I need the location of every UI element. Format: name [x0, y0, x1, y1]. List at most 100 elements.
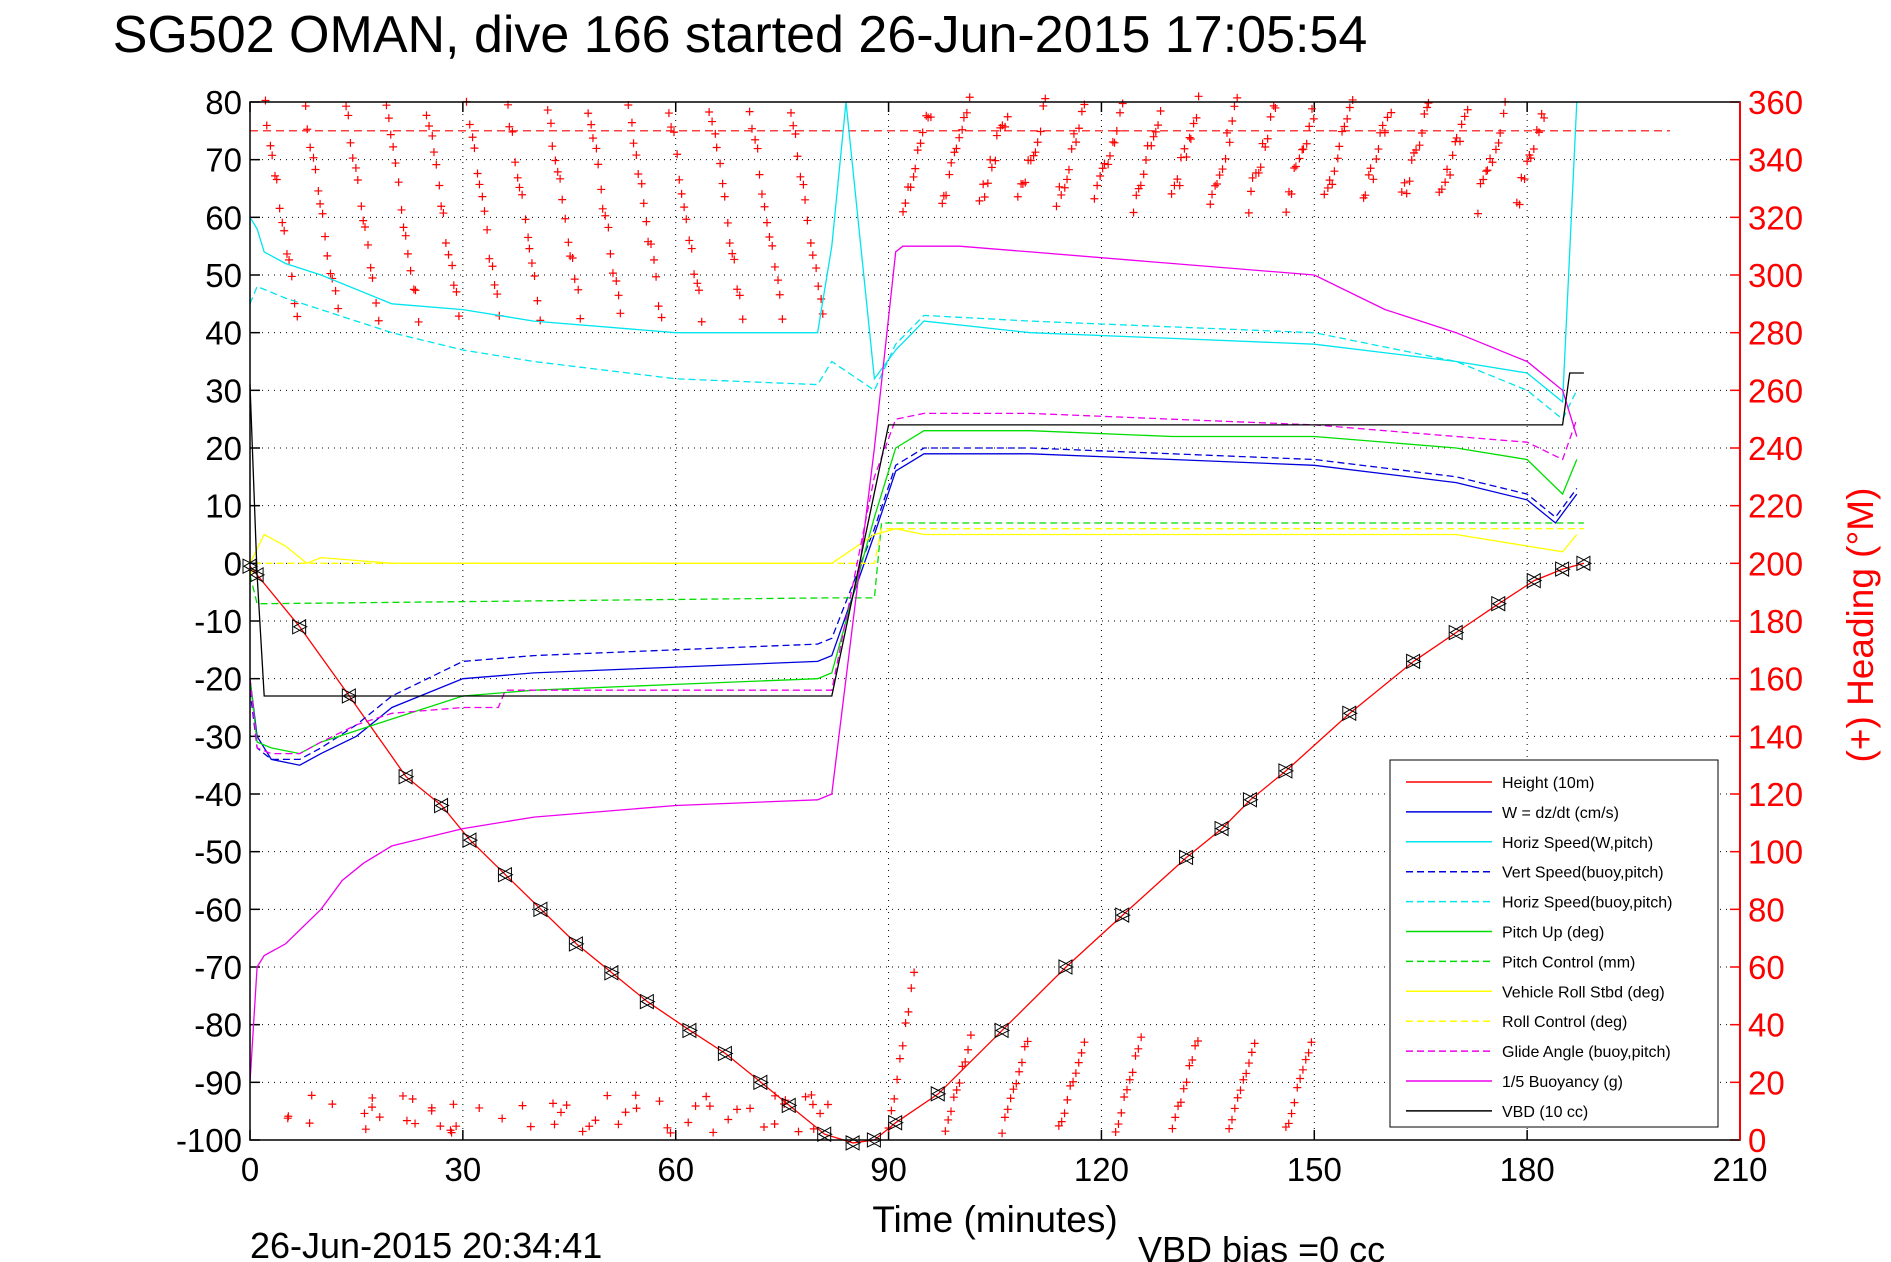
heading-point [765, 233, 774, 242]
heading-point [1479, 175, 1488, 184]
heading-point [266, 141, 275, 150]
heading-point [401, 231, 410, 240]
heading-point [1136, 181, 1145, 190]
heading-point [1244, 208, 1253, 217]
heading-point [548, 142, 557, 151]
heading-point [992, 131, 1001, 140]
heading-point [711, 129, 720, 138]
heading-point [947, 1107, 956, 1116]
heading-point [1194, 92, 1203, 101]
heading-point [1441, 178, 1450, 187]
y-tick-label: -80 [194, 1007, 242, 1044]
heading-point [587, 120, 596, 129]
heading-point [375, 1113, 384, 1122]
x-tick-label: 150 [1287, 1151, 1342, 1188]
y-right-tick-label: 60 [1748, 949, 1785, 986]
heading-point [1093, 181, 1102, 190]
heading-point [562, 1101, 571, 1110]
heading-point [941, 1127, 950, 1136]
footer-vbd-bias: VBD bias =0 cc [1138, 1229, 1385, 1262]
heading-point [348, 154, 357, 163]
heading-point [690, 270, 699, 279]
heading-point [945, 170, 954, 179]
heading-point [987, 163, 996, 172]
heading-point [964, 1045, 973, 1054]
height-marker [682, 1022, 699, 1039]
x-axis: 0 30 60 90 120 150 180 210 [241, 102, 1768, 1188]
heading-point [353, 176, 362, 185]
heading-point [1540, 113, 1549, 122]
heading-point [760, 1123, 769, 1132]
heading-point [1529, 144, 1538, 153]
heading-point [1012, 1079, 1021, 1088]
heading-point [268, 151, 277, 160]
heading-point [1537, 109, 1546, 118]
height-marker [533, 901, 550, 918]
heading-point [1225, 138, 1234, 147]
height-marker [1242, 791, 1259, 808]
heading-point [328, 1100, 337, 1109]
heading-point [1188, 1055, 1197, 1064]
heading-point [323, 251, 332, 260]
heading-point [511, 158, 520, 167]
heading-point [1499, 109, 1508, 118]
heading-point [1098, 164, 1107, 173]
heading-point [1029, 151, 1038, 160]
heading-point [1369, 175, 1378, 184]
y-right-tick-label: 300 [1748, 257, 1803, 294]
heading-point [1154, 121, 1163, 130]
heading-point [441, 238, 450, 247]
heading-point [702, 1092, 711, 1101]
y-right-tick-label: 220 [1748, 488, 1803, 525]
heading-point [1293, 1083, 1302, 1092]
series-lines [249, 101, 1585, 1144]
heading-point [1343, 114, 1352, 123]
heading-point [675, 175, 684, 184]
heading-point [1328, 180, 1337, 189]
height-marker [1115, 907, 1131, 923]
legend-label: Pitch Up (deg) [1502, 925, 1604, 942]
heading-point [1488, 158, 1497, 167]
y-tick-label: 20 [205, 430, 242, 467]
heading-point [1071, 1069, 1080, 1078]
heading-point [1423, 103, 1432, 112]
heading-point [1230, 102, 1239, 111]
heading-point [409, 285, 418, 294]
heading-point [916, 139, 925, 148]
heading-point [747, 124, 756, 133]
heading-point [677, 189, 686, 198]
heading-point [716, 159, 725, 168]
heading-point [901, 1019, 910, 1028]
heading-point [488, 262, 497, 271]
heading-point [724, 1115, 733, 1124]
chart-title: SG502 OMAN, dive 166 started 26-Jun-2015… [113, 6, 1368, 64]
heading-point [1026, 156, 1035, 165]
heading-point [631, 1091, 640, 1100]
height-marker [568, 936, 585, 952]
heading-point [1064, 165, 1073, 174]
heading-point [808, 251, 817, 260]
heading-point [1221, 154, 1230, 163]
y-right-tick-label: 140 [1748, 718, 1803, 755]
heading-point [1052, 202, 1061, 211]
height-marker [817, 1126, 833, 1143]
heading-point [1118, 99, 1127, 108]
heading-point [890, 1094, 899, 1103]
heading-point [1372, 155, 1381, 164]
heading-point [480, 207, 489, 216]
x-tick-label: 60 [657, 1151, 694, 1188]
heading-point [697, 317, 706, 326]
series-line [249, 528, 1578, 565]
heading-point [895, 1054, 904, 1063]
x-tick-label: 180 [1500, 1151, 1555, 1188]
heading-point [1072, 138, 1081, 147]
heading-point [1446, 170, 1455, 179]
heading-point [1186, 135, 1195, 144]
heading-point [708, 117, 717, 126]
heading-point [278, 218, 287, 227]
heading-point [901, 199, 910, 208]
heading-point [646, 240, 655, 249]
heading-point [543, 106, 552, 115]
heading-point [913, 146, 922, 155]
heading-point [950, 148, 959, 157]
